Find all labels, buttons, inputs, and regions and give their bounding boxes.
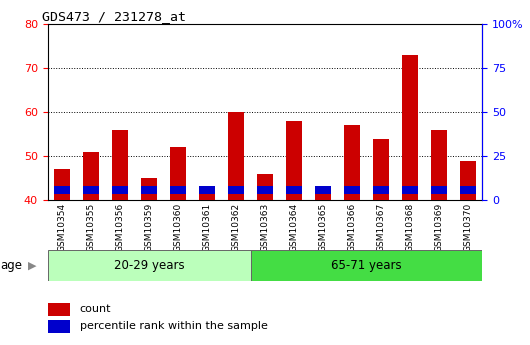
Bar: [373, 139, 389, 200]
Bar: [54, 169, 70, 200]
Bar: [286, 186, 302, 194]
Bar: [431, 130, 447, 200]
Bar: [257, 186, 273, 194]
Text: ▶: ▶: [28, 261, 36, 270]
Text: 20-29 years: 20-29 years: [114, 259, 184, 272]
Bar: [251, 250, 482, 281]
Bar: [344, 125, 360, 200]
Bar: [54, 186, 70, 194]
Bar: [344, 186, 360, 194]
Bar: [402, 186, 418, 194]
Text: percentile rank within the sample: percentile rank within the sample: [80, 322, 267, 331]
Bar: [460, 160, 476, 200]
Bar: [257, 174, 273, 200]
Bar: [83, 152, 99, 200]
Bar: [373, 186, 389, 194]
Bar: [48, 320, 70, 333]
Bar: [112, 130, 128, 200]
Bar: [228, 186, 244, 194]
Bar: [286, 121, 302, 200]
Bar: [48, 303, 70, 316]
Bar: [199, 186, 215, 194]
Bar: [170, 186, 186, 194]
Bar: [315, 186, 331, 194]
Bar: [228, 112, 244, 200]
Bar: [431, 186, 447, 194]
Bar: [141, 178, 157, 200]
Text: 65-71 years: 65-71 years: [331, 259, 402, 272]
Bar: [402, 55, 418, 200]
Text: GDS473 / 231278_at: GDS473 / 231278_at: [42, 10, 187, 23]
Text: count: count: [80, 304, 111, 314]
Bar: [112, 186, 128, 194]
Bar: [315, 189, 331, 200]
Bar: [83, 186, 99, 194]
Bar: [199, 189, 215, 200]
Text: age: age: [1, 259, 23, 272]
Bar: [48, 250, 251, 281]
Bar: [170, 147, 186, 200]
Bar: [141, 186, 157, 194]
Bar: [460, 186, 476, 194]
